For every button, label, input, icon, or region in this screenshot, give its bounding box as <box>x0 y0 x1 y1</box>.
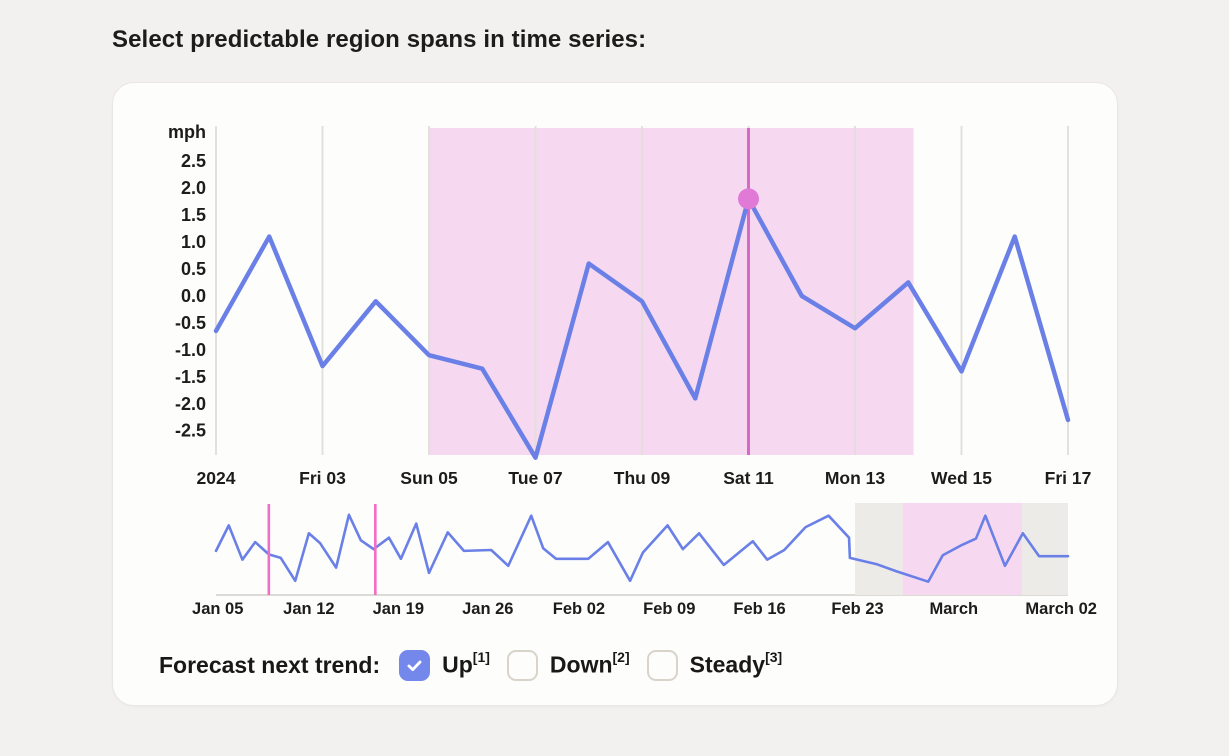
page-title: Select predictable region spans in time … <box>112 26 647 53</box>
svg-text:0.0: 0.0 <box>181 286 206 306</box>
selected-region[interactable] <box>429 128 914 455</box>
svg-text:Mon 13: Mon 13 <box>825 468 886 488</box>
y-axis-unit: mph <box>168 122 206 142</box>
checkbox-down[interactable] <box>506 649 538 681</box>
svg-text:0.5: 0.5 <box>181 259 206 279</box>
svg-text:2024: 2024 <box>197 468 236 488</box>
main-series-line <box>213 196 1071 460</box>
svg-text:-0.5: -0.5 <box>175 313 206 333</box>
main-x-labels: 2024 Fri 03 Sun 05 Tue 07 Thu 09 Sat 11 Mon 13… <box>197 468 1092 488</box>
forecast-option-down[interactable]: Down[2] <box>506 649 630 681</box>
chart-card: mph 2.5 2.0 1.5 1.0 0.5 0.0 -0.5 -1.0 -1.5 -2.0 -2.… <box>112 82 1118 706</box>
time-series-charts[interactable]: mph 2.5 2.0 1.5 1.0 0.5 0.0 -0.5 -1.0 -1.5 -2.0 -2.… <box>113 83 1119 628</box>
main-chart-gridlines <box>215 126 1069 455</box>
svg-text:Feb 09: Feb 09 <box>643 600 695 618</box>
forecast-option-up-label: Up[1] <box>442 649 490 678</box>
overview-series-line <box>214 513 1070 583</box>
y-axis-labels: mph 2.5 2.0 1.5 1.0 0.5 0.0 -0.5 -1.0 -1.5 -2.0 -2.… <box>168 122 206 441</box>
svg-text:1.5: 1.5 <box>181 205 206 225</box>
svg-text:Feb 02: Feb 02 <box>553 600 605 618</box>
svg-text:-2.0: -2.0 <box>175 394 206 414</box>
svg-text:-1.5: -1.5 <box>175 367 206 387</box>
overview-viewport-markers[interactable] <box>267 504 377 595</box>
svg-text:Wed 15: Wed 15 <box>931 468 992 488</box>
checkbox-up[interactable] <box>399 649 431 681</box>
forecast-option-steady[interactable]: Steady[3] <box>646 649 783 681</box>
svg-text:Tue 07: Tue 07 <box>508 468 562 488</box>
svg-text:Fri 03: Fri 03 <box>299 468 346 488</box>
forecast-option-up[interactable]: Up[1] <box>399 649 490 681</box>
check-icon <box>407 660 422 671</box>
forecast-option-down-label: Down[2] <box>549 649 630 678</box>
svg-text:-2.5: -2.5 <box>175 421 206 441</box>
forecast-row: Forecast next trend: Up[1] Down[2] <box>159 645 782 685</box>
svg-text:2.0: 2.0 <box>181 178 206 198</box>
svg-text:2.5: 2.5 <box>181 151 206 171</box>
svg-text:Jan 26: Jan 26 <box>462 600 513 618</box>
svg-text:Jan 19: Jan 19 <box>373 600 424 618</box>
svg-text:March: March <box>930 600 979 618</box>
svg-text:Fri 17: Fri 17 <box>1045 468 1092 488</box>
svg-text:March 02: March 02 <box>1025 600 1097 618</box>
checkbox-steady[interactable] <box>646 649 678 681</box>
svg-text:Sat 11: Sat 11 <box>723 468 774 488</box>
svg-text:Jan 12: Jan 12 <box>283 600 334 618</box>
highlight-point[interactable] <box>738 188 759 210</box>
svg-text:Thu 09: Thu 09 <box>614 468 671 488</box>
svg-text:Feb 16: Feb 16 <box>733 600 785 618</box>
overview-pink-band[interactable] <box>902 503 1022 595</box>
forecast-option-steady-label: Steady[3] <box>689 649 783 678</box>
overview-x-labels: Jan 05 Jan 12 Jan 19 Jan 26 Feb 02 Feb 09 Feb … <box>192 600 1097 618</box>
svg-text:1.0: 1.0 <box>181 232 206 252</box>
svg-text:Sun 05: Sun 05 <box>400 468 458 488</box>
svg-text:Feb 23: Feb 23 <box>831 600 883 618</box>
forecast-label: Forecast next trend: <box>159 651 381 678</box>
svg-text:-1.0: -1.0 <box>175 340 206 360</box>
svg-text:Jan 05: Jan 05 <box>192 600 243 618</box>
